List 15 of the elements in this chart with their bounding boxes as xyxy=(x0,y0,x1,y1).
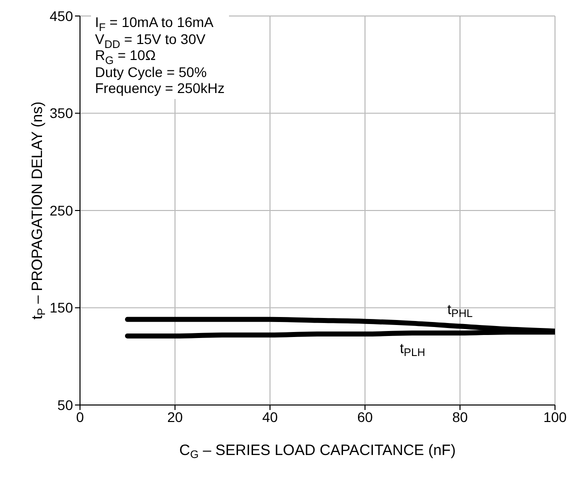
annotation: Frequency = 250kHz xyxy=(95,80,225,96)
y-tick-label: 150 xyxy=(50,300,74,316)
x-tick-label: 80 xyxy=(452,408,468,425)
series-label: t$_{PHL}$ xyxy=(447,301,473,321)
x-tick-label: 60 xyxy=(357,408,373,425)
series-label: t$_{PLH}$ xyxy=(400,340,426,360)
y-tick-label: 350 xyxy=(50,105,74,122)
y-tick-label: 250 xyxy=(50,202,74,218)
x-tick-label: 100 xyxy=(543,408,567,425)
x-tick-label: 20 xyxy=(167,408,183,425)
y-tick-label: 50 xyxy=(57,396,74,413)
x-tick-label: 40 xyxy=(262,408,278,425)
x-tick-label: 0 xyxy=(76,408,84,425)
x-axis-title: C$_{G}$ – SERIES LOAD CAPACITANCE (nF) xyxy=(179,442,456,462)
y-tick-label: 450 xyxy=(50,8,74,24)
